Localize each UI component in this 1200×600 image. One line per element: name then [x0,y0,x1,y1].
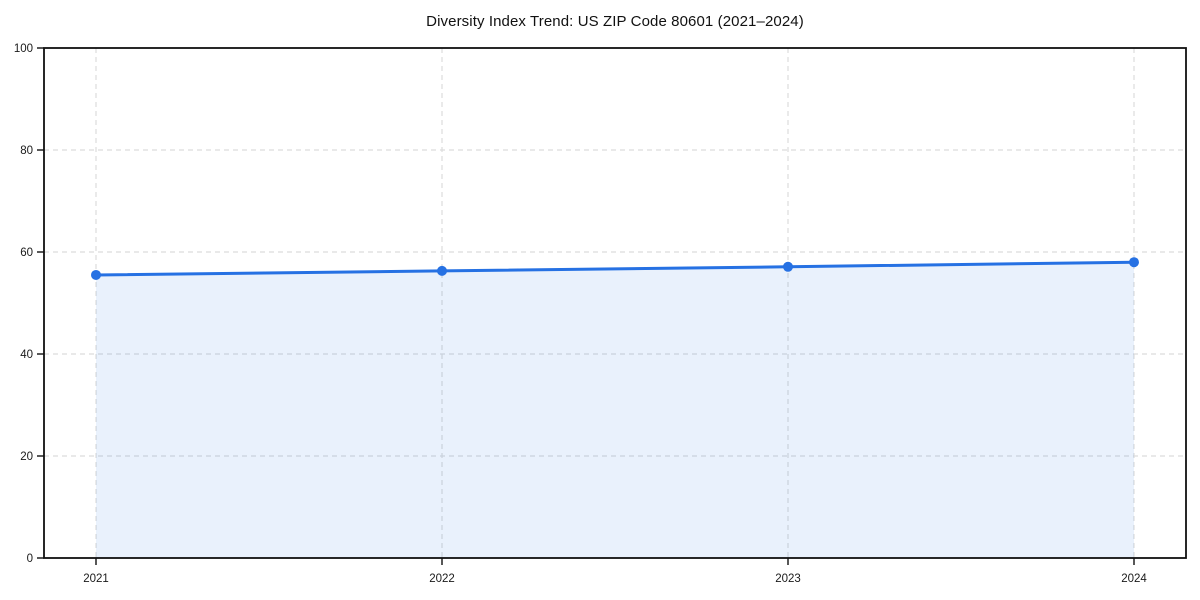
data-point-2022 [437,265,447,276]
x-tick-label: 2023 [775,573,801,585]
x-tick-label: 2022 [429,573,455,585]
area-fill [96,262,1134,558]
plot-border [43,47,1187,559]
x-tick-label: 2024 [1121,573,1147,585]
y-tick-label: 60 [20,247,33,259]
x-tick-label: 2021 [83,573,109,585]
y-tick-label: 40 [20,349,33,361]
data-point-2021 [91,269,101,280]
trend-line [94,260,1136,277]
y-tick-label: 20 [20,451,33,463]
y-tick-label: 0 [27,553,33,565]
data-point-2024 [1129,257,1139,268]
chart-title: Diversity Index Trend: US ZIP Code 80601… [426,13,804,30]
y-tick-label: 100 [14,43,33,55]
y-tick-label: 80 [20,145,33,157]
data-point-2023 [783,261,793,272]
